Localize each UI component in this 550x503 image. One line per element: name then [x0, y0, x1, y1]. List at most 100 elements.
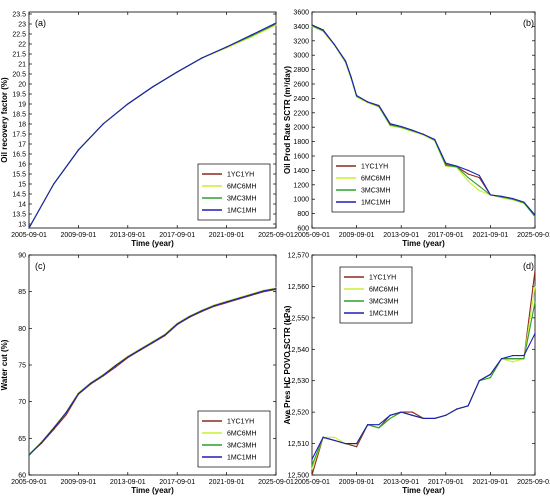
data-point — [445, 164, 447, 166]
panel-label: (b) — [523, 18, 534, 28]
x-axis-label: Time (year) — [402, 239, 445, 248]
data-point — [176, 323, 178, 325]
y-tick-label: 17.5 — [12, 132, 26, 139]
data-point — [400, 411, 402, 413]
data-point — [389, 124, 391, 126]
x-axis-label: Time (year) — [131, 239, 174, 248]
x-tick-label: 2021-09-01 — [209, 232, 245, 239]
data-point — [456, 165, 458, 167]
data-point — [400, 125, 402, 128]
data-point — [114, 365, 117, 367]
panel-label: (c) — [35, 261, 46, 271]
y-tick-label: 18.5 — [12, 112, 26, 119]
y-tick-label: 85 — [18, 289, 26, 296]
y-tick-label: 19 — [18, 102, 26, 109]
x-axis-label: Time (year) — [131, 486, 174, 495]
data-point — [322, 29, 324, 31]
data-point — [512, 361, 514, 363]
panel-label: (d) — [523, 261, 534, 271]
data-point — [28, 227, 30, 229]
data-point — [77, 393, 79, 395]
data-point — [102, 374, 104, 376]
data-point — [512, 197, 514, 200]
data-point — [411, 129, 413, 131]
data-point — [77, 149, 79, 151]
data-point — [467, 177, 469, 179]
data-point — [213, 305, 215, 307]
y-tick-label: 2000 — [293, 125, 309, 132]
data-point — [344, 60, 347, 62]
legend-label: 1MC1MH — [227, 455, 257, 462]
y-tick-label: 12,550 — [288, 315, 310, 322]
data-point — [534, 285, 536, 288]
data-point — [356, 446, 358, 448]
data-point — [311, 24, 313, 26]
y-tick-label: 3600 — [293, 10, 309, 17]
y-tick-label: 14 — [18, 202, 26, 209]
y-tick-label: 3200 — [293, 38, 309, 45]
data-point — [534, 301, 536, 303]
y-tick-label: 1800 — [293, 139, 309, 146]
data-point — [356, 94, 358, 97]
x-tick-label: 2025-09-01 — [517, 479, 550, 486]
data-point — [188, 316, 191, 318]
y-tick-label: 18 — [18, 122, 26, 129]
data-point — [478, 380, 480, 382]
y-axis-label: Oil recovery factor (%) — [0, 77, 9, 163]
data-point — [201, 310, 203, 312]
y-tick-label: 12,540 — [288, 347, 310, 354]
data-point — [28, 454, 30, 456]
x-tick-label: 2025-09-01 — [517, 232, 550, 239]
legend-label: 3MC3MH — [227, 443, 257, 450]
data-point — [311, 464, 313, 467]
y-tick-label: 800 — [297, 211, 309, 218]
data-point — [356, 442, 358, 445]
data-point — [378, 427, 380, 429]
data-point — [226, 46, 228, 48]
data-point — [389, 417, 391, 420]
y-tick-label: 60 — [18, 473, 26, 480]
y-tick-label: 19.5 — [12, 92, 26, 99]
data-point — [102, 123, 104, 125]
y-tick-label: 12,560 — [288, 284, 310, 291]
data-point — [456, 408, 458, 410]
y-tick-label: 22 — [18, 42, 26, 49]
x-tick-label: 2017-09-01 — [159, 479, 195, 486]
data-point — [523, 354, 525, 357]
data-point — [275, 22, 277, 24]
legend-label: 3MC3MH — [369, 299, 399, 306]
y-tick-label: 1000 — [293, 197, 309, 204]
data-point — [311, 468, 313, 470]
legend: 1YC1YH 6MC6MH 3MC3MH 1MC1MH — [331, 155, 405, 213]
y-tick-label: 2200 — [293, 110, 309, 117]
y-tick-label: 16 — [18, 162, 26, 169]
data-point — [322, 436, 324, 438]
legend-label: 1YC1YH — [361, 164, 388, 171]
legend-label: 1MC1MH — [227, 208, 257, 215]
x-tick-label: 2005-09-01 — [11, 232, 47, 239]
data-point — [114, 366, 117, 368]
y-tick-label: 12,510 — [288, 441, 310, 448]
data-point — [344, 442, 347, 445]
x-tick-label: 2005-09-01 — [294, 232, 330, 239]
legend: 1YC1YH 6MC6MH 3MC3MH 1MC1MH — [197, 410, 271, 468]
data-point — [238, 297, 240, 299]
x-tick-label: 2017-09-01 — [159, 232, 195, 239]
y-tick-label: 21.5 — [12, 52, 26, 59]
data-point — [489, 376, 491, 379]
legend-label: 1MC1MH — [361, 200, 391, 207]
data-point — [275, 288, 277, 290]
data-point — [411, 414, 413, 416]
data-point — [311, 474, 313, 476]
x-tick-label: 2013-09-01 — [110, 232, 146, 239]
y-tick-label: 15 — [18, 182, 26, 189]
x-tick-label: 2005-09-01 — [294, 479, 330, 486]
data-point — [139, 349, 141, 351]
legend-label: 6MC6MH — [369, 287, 399, 294]
legend-label: 1YC1YH — [227, 172, 254, 179]
data-point — [151, 86, 154, 88]
legend: 1YC1YH 6MC6MH 3MC3MH 1MC1MH — [197, 163, 271, 221]
data-point — [333, 436, 335, 438]
x-tick-label: 2021-09-01 — [209, 479, 245, 486]
y-tick-label: 2400 — [293, 96, 309, 103]
